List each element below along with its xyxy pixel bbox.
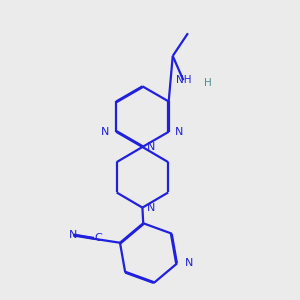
Text: N: N	[101, 127, 110, 137]
Text: N: N	[184, 259, 193, 269]
Text: N: N	[69, 230, 77, 240]
Text: N: N	[147, 142, 155, 152]
Text: N: N	[147, 202, 155, 213]
Text: N: N	[176, 127, 184, 137]
Text: C: C	[94, 233, 102, 243]
Text: NH: NH	[176, 75, 191, 85]
Text: H: H	[204, 78, 212, 88]
